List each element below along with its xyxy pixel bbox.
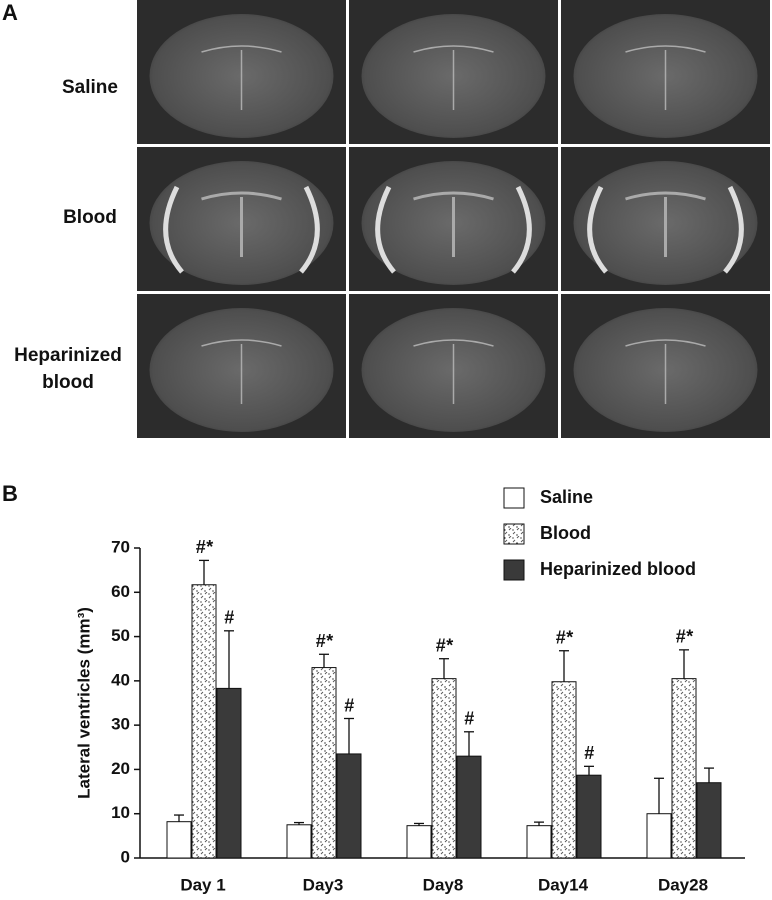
significance-label: #* xyxy=(315,631,333,651)
significance-label: # xyxy=(464,709,474,729)
significance-label: #* xyxy=(555,627,573,647)
panel-label: A xyxy=(2,0,18,25)
x-tick-label: Day28 xyxy=(658,875,708,894)
ventricle xyxy=(201,191,282,257)
y-tick-label: 60 xyxy=(111,582,130,601)
significance-label: # xyxy=(224,608,234,628)
bar xyxy=(551,681,577,859)
significance-label: # xyxy=(344,695,354,715)
significance-label: # xyxy=(584,743,594,763)
x-tick-label: Day3 xyxy=(303,875,344,894)
row-label: Heparinized xyxy=(14,345,122,366)
ventricle xyxy=(375,185,532,274)
legend-label: Saline xyxy=(540,487,593,507)
bar xyxy=(336,753,362,859)
bar xyxy=(696,782,722,859)
bar xyxy=(191,584,217,859)
bar xyxy=(671,678,697,859)
bar xyxy=(166,821,192,859)
x-tick-label: Day 1 xyxy=(180,875,225,894)
ventricle xyxy=(587,185,744,274)
ventricle xyxy=(625,191,706,257)
y-tick-label: 70 xyxy=(111,537,130,556)
bar xyxy=(456,755,482,859)
y-tick-label: 40 xyxy=(111,670,130,689)
bar xyxy=(646,813,672,859)
significance-label: #* xyxy=(195,537,213,557)
ventricle xyxy=(201,339,282,404)
x-tick-label: Day8 xyxy=(423,875,464,894)
bar xyxy=(526,825,552,859)
row-label: Saline xyxy=(62,77,118,98)
row-label: Blood xyxy=(63,207,117,228)
bar xyxy=(286,824,312,859)
bar xyxy=(311,667,337,859)
mri-grid xyxy=(137,0,770,438)
ventricle xyxy=(625,45,706,110)
legend-label: Heparinized blood xyxy=(540,559,696,579)
x-tick-label: Day14 xyxy=(538,875,589,894)
significance-label: #* xyxy=(675,627,693,647)
legend-swatch xyxy=(503,523,525,545)
ventricle xyxy=(413,191,494,257)
bar xyxy=(406,825,432,859)
ventricle xyxy=(201,45,282,110)
ventricle xyxy=(413,339,494,404)
y-tick-label: 30 xyxy=(111,715,130,734)
y-tick-label: 10 xyxy=(111,803,130,822)
y-tick-label: 20 xyxy=(111,759,130,778)
ventricle xyxy=(625,339,706,404)
row-label: blood xyxy=(42,372,94,393)
bar xyxy=(216,687,242,859)
significance-label: #* xyxy=(435,635,453,655)
y-tick-label: 50 xyxy=(111,626,130,645)
legend-label: Blood xyxy=(540,523,591,543)
bar xyxy=(431,678,457,859)
y-tick-label: 0 xyxy=(121,847,130,866)
ventricle xyxy=(163,185,320,274)
ventricle xyxy=(413,45,494,110)
legend-swatch xyxy=(503,559,525,581)
panel-label: B xyxy=(2,481,18,506)
bar xyxy=(576,774,602,859)
legend-swatch xyxy=(503,487,525,509)
y-axis-label: Lateral ventricles (mm³) xyxy=(74,607,93,799)
